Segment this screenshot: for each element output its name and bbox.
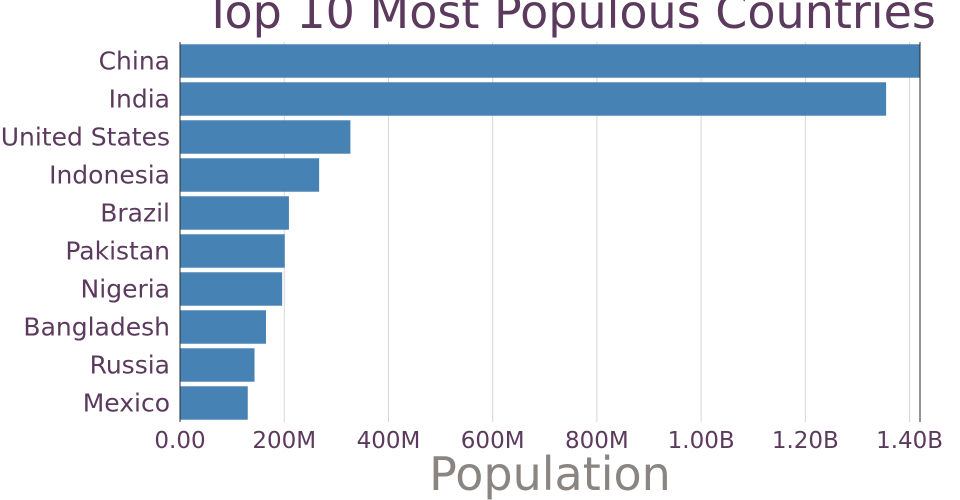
category-label: Russia <box>90 351 170 380</box>
category-label: Bangladesh <box>23 313 170 342</box>
x-tick-label: 0.00 <box>154 428 205 454</box>
category-label: Indonesia <box>49 161 170 190</box>
x-tick-label: 1.20B <box>772 428 839 454</box>
category-label: India <box>109 85 170 114</box>
x-tick-label: 800M <box>565 428 629 454</box>
x-tick-label: 1.40B <box>876 428 943 454</box>
category-label: China <box>99 47 170 76</box>
bar-brazil <box>180 196 289 230</box>
bar-india <box>180 82 887 116</box>
category-label: Pakistan <box>65 237 170 266</box>
bar-nigeria <box>180 272 283 306</box>
x-tick-label: 600M <box>461 428 525 454</box>
x-tick-label: 400M <box>357 428 421 454</box>
bar-united-states <box>180 120 351 154</box>
category-label: Nigeria <box>81 275 170 304</box>
bar-pakistan <box>180 234 285 268</box>
bar-indonesia <box>180 158 320 192</box>
bar-china <box>180 44 920 78</box>
category-label: Mexico <box>83 389 170 418</box>
bar-bangladesh <box>180 310 266 344</box>
x-tick-labels: 0.00 200M 400M 600M 800M 1.00B 1.20B 1.40B <box>154 428 943 454</box>
x-axis-label: Population <box>429 447 671 500</box>
category-label: United States <box>1 123 170 152</box>
bar-mexico <box>180 386 248 420</box>
x-tick-label: 1.00B <box>668 428 735 454</box>
category-label: Brazil <box>100 199 170 228</box>
x-tick-label: 200M <box>252 428 316 454</box>
category-labels: China India United States Indonesia Brazil Pa… <box>1 47 170 418</box>
chart-title: Top 10 Most Populous Countries <box>203 0 936 39</box>
bars <box>180 44 920 420</box>
bar-russia <box>180 348 255 382</box>
